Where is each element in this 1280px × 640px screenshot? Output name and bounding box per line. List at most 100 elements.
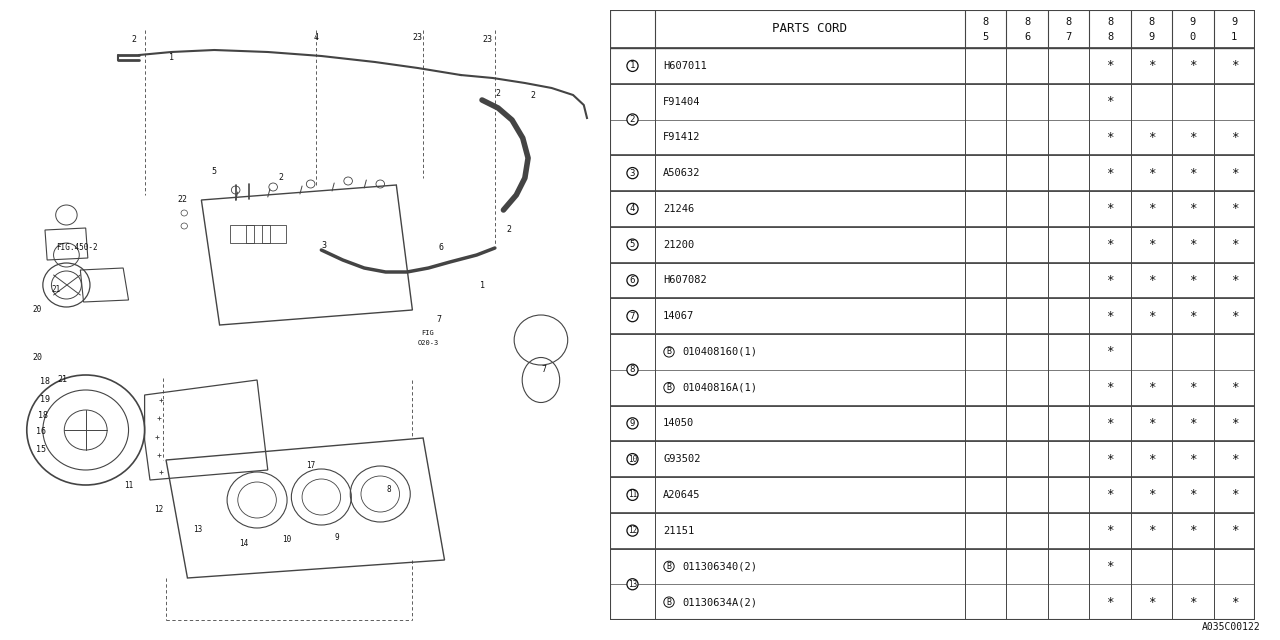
Text: *: * — [1189, 596, 1197, 609]
Text: *: * — [1148, 274, 1155, 287]
Text: *: * — [1189, 452, 1197, 466]
Text: *: * — [1148, 166, 1155, 180]
Text: 14067: 14067 — [663, 311, 694, 321]
Text: *: * — [1189, 202, 1197, 216]
Text: A20645: A20645 — [663, 490, 700, 500]
Text: FIG.450-2: FIG.450-2 — [56, 243, 97, 253]
Text: *: * — [1230, 274, 1238, 287]
Text: 9: 9 — [1231, 17, 1238, 27]
Text: 6: 6 — [630, 276, 635, 285]
Text: 7: 7 — [436, 316, 442, 324]
Text: 20: 20 — [32, 353, 42, 362]
Text: 13: 13 — [628, 580, 637, 589]
Text: 2: 2 — [507, 225, 511, 234]
Text: 18: 18 — [40, 378, 50, 387]
Text: H607011: H607011 — [663, 61, 707, 71]
Text: B: B — [667, 383, 672, 392]
Text: 7: 7 — [1065, 31, 1071, 42]
Text: *: * — [1106, 417, 1114, 430]
Text: 22: 22 — [177, 195, 187, 205]
Text: 1: 1 — [480, 280, 485, 289]
Text: PARTS CORD: PARTS CORD — [773, 22, 847, 35]
Text: 2: 2 — [278, 173, 283, 182]
Text: *: * — [1230, 310, 1238, 323]
Text: 3: 3 — [321, 241, 326, 250]
Text: 16: 16 — [36, 428, 46, 436]
Text: 18: 18 — [38, 410, 47, 419]
Text: *: * — [1189, 238, 1197, 251]
Text: 23: 23 — [483, 35, 493, 45]
Text: 8: 8 — [1024, 17, 1030, 27]
Text: *: * — [1189, 488, 1197, 501]
Text: 23: 23 — [412, 33, 422, 42]
Text: H607082: H607082 — [663, 275, 707, 285]
Text: *: * — [1148, 310, 1155, 323]
Text: *: * — [1148, 202, 1155, 216]
Text: F91404: F91404 — [663, 97, 700, 107]
Text: 2: 2 — [495, 88, 500, 97]
Text: 12: 12 — [154, 506, 163, 515]
Text: *: * — [1148, 596, 1155, 609]
Text: 9: 9 — [334, 532, 339, 541]
Text: *: * — [1230, 417, 1238, 430]
Text: 17: 17 — [306, 461, 315, 470]
Text: *: * — [1106, 60, 1114, 72]
Text: 12: 12 — [628, 526, 637, 535]
Text: 2: 2 — [531, 90, 536, 99]
Text: A50632: A50632 — [663, 168, 700, 178]
Text: *: * — [1148, 417, 1155, 430]
Text: 2: 2 — [630, 115, 635, 124]
Text: *: * — [1230, 166, 1238, 180]
Text: *: * — [1189, 166, 1197, 180]
Text: *: * — [1189, 310, 1197, 323]
Text: *: * — [1189, 274, 1197, 287]
Text: *: * — [1106, 310, 1114, 323]
Text: *: * — [1106, 560, 1114, 573]
Text: *: * — [1148, 524, 1155, 537]
Text: 10: 10 — [283, 536, 292, 545]
Text: 5: 5 — [630, 240, 635, 249]
Text: 5: 5 — [983, 31, 989, 42]
Text: 01040816A(1): 01040816A(1) — [682, 383, 756, 392]
Text: 010408160(1): 010408160(1) — [682, 347, 756, 357]
Text: *: * — [1230, 596, 1238, 609]
Text: 1: 1 — [630, 61, 635, 70]
Text: *: * — [1106, 596, 1114, 609]
Text: 21: 21 — [51, 285, 60, 294]
Text: *: * — [1106, 381, 1114, 394]
Text: 11: 11 — [124, 481, 133, 490]
Text: 10: 10 — [628, 454, 637, 463]
Text: 19: 19 — [40, 396, 50, 404]
Text: 21151: 21151 — [663, 525, 694, 536]
Text: 1: 1 — [169, 54, 174, 63]
Text: 21: 21 — [58, 376, 67, 385]
Text: *: * — [1106, 131, 1114, 144]
Text: *: * — [1230, 131, 1238, 144]
Text: *: * — [1106, 488, 1114, 501]
Text: *: * — [1106, 166, 1114, 180]
Text: 5: 5 — [211, 168, 216, 177]
Text: 0: 0 — [1189, 31, 1196, 42]
Text: *: * — [1106, 452, 1114, 466]
Text: *: * — [1148, 131, 1155, 144]
Text: 6: 6 — [1024, 31, 1030, 42]
Text: 14: 14 — [239, 538, 248, 547]
Text: *: * — [1189, 381, 1197, 394]
Text: 8: 8 — [1107, 31, 1114, 42]
Text: *: * — [1148, 238, 1155, 251]
Text: 8: 8 — [983, 17, 989, 27]
Text: *: * — [1230, 60, 1238, 72]
Text: 20: 20 — [33, 305, 42, 314]
Text: 7: 7 — [630, 312, 635, 321]
Text: B: B — [667, 598, 672, 607]
Text: 3: 3 — [630, 168, 635, 178]
Text: *: * — [1148, 60, 1155, 72]
Text: *: * — [1106, 238, 1114, 251]
Text: *: * — [1230, 488, 1238, 501]
Text: 8: 8 — [630, 365, 635, 374]
Text: 9: 9 — [630, 419, 635, 428]
Text: *: * — [1230, 202, 1238, 216]
Text: *: * — [1230, 452, 1238, 466]
Text: *: * — [1148, 488, 1155, 501]
Text: 6: 6 — [439, 243, 444, 253]
